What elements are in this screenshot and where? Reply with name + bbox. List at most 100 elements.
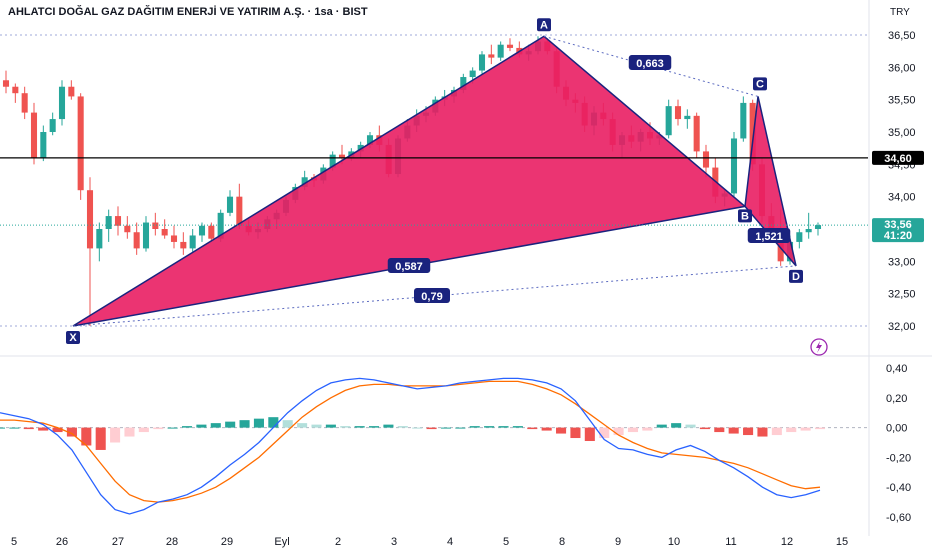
candle-body	[506, 44, 514, 48]
candle-body	[301, 177, 308, 187]
macd-histogram-bar	[210, 423, 221, 428]
macd-histogram-bar	[153, 427, 164, 430]
macd-histogram-bar	[167, 427, 178, 429]
candle-body	[152, 222, 159, 229]
macd-histogram-bar	[9, 427, 20, 429]
macd-histogram-bar	[800, 427, 811, 431]
ratio-pill-bg	[414, 288, 450, 303]
point-badge-label: C	[756, 78, 764, 90]
ratio-pill-label: 0,663	[636, 58, 664, 70]
candle-body	[217, 212, 224, 239]
macd-histogram-bar	[498, 426, 509, 428]
ratio-ac: 0,663	[628, 55, 672, 70]
candle-body	[674, 106, 682, 120]
macd-histogram-bar	[671, 423, 682, 428]
macd-histogram-bar	[66, 427, 77, 437]
macd-histogram-bar	[613, 427, 624, 436]
point-badge-bg	[66, 331, 80, 344]
time-axis-tick: Eyl	[274, 536, 289, 548]
candle-body	[460, 77, 467, 90]
candle-body	[77, 96, 84, 191]
macd-axis-tick: -0,40	[886, 482, 911, 494]
level-badge-bg	[872, 150, 924, 165]
candle-body	[142, 222, 150, 249]
candle-body	[30, 112, 38, 158]
macd-histogram-bar	[527, 427, 538, 430]
macd-histogram-bar	[814, 427, 826, 430]
macd-histogram-bar	[541, 427, 552, 431]
macd-histogram-bar	[124, 427, 135, 437]
lightning-event-icon[interactable]	[810, 338, 828, 356]
macd-histogram-bar	[354, 426, 365, 428]
candle-body	[2, 80, 10, 87]
candle-body	[198, 225, 206, 236]
time-axis-tick: 3	[391, 536, 397, 548]
macd-histogram-bar	[714, 427, 725, 433]
candle-body	[236, 196, 243, 226]
candle-body	[357, 144, 364, 152]
level-badge-label: 34,60	[884, 153, 912, 165]
macd-histogram-bar	[52, 427, 63, 433]
macd-histogram-bar	[95, 427, 106, 450]
point-badge-bg	[753, 77, 767, 91]
macd-line	[0, 377, 821, 515]
harmonic-triangle-xab	[72, 35, 747, 327]
macd-histogram-bar	[239, 420, 250, 428]
macd-histogram-bar	[253, 418, 264, 428]
currency-label: TRY	[890, 7, 910, 18]
price-axis-tick: 36,50	[888, 30, 916, 42]
macd-histogram-bar	[340, 426, 351, 428]
candle-body	[86, 190, 94, 249]
point-c-badge[interactable]: C	[753, 77, 767, 91]
macd-histogram-bar	[81, 427, 92, 446]
point-badge-bg	[738, 209, 752, 223]
macd-histogram-bar	[311, 424, 322, 428]
macd-histogram-bar	[268, 417, 279, 428]
time-axis-tick: 5	[503, 536, 509, 548]
macd-histogram-bar	[412, 427, 423, 429]
price-axis-tick: 32,50	[888, 289, 916, 301]
point-badge-bg	[789, 269, 803, 283]
ratio-pill-label: 1,521	[755, 231, 783, 243]
price-axis-tick: 36,00	[888, 62, 916, 74]
point-b-badge[interactable]: B	[738, 209, 752, 223]
point-x-badge[interactable]: X	[66, 331, 80, 344]
macd-histogram-bar	[0, 427, 6, 429]
time-axis[interactable]: 5 26 27 28 29 Eyl 2 3 4 5 8 9 10 11 12 15	[11, 536, 848, 548]
price-axis-tick: 35,50	[888, 95, 916, 107]
candle-body	[488, 54, 495, 58]
candle-body	[740, 102, 747, 139]
macd-histogram-bar	[23, 427, 34, 430]
point-a-badge[interactable]: A	[537, 18, 551, 32]
macd-histogram-bar	[325, 424, 336, 428]
candle-body	[366, 135, 374, 145]
candle-body	[96, 229, 103, 249]
macd-histogram-bar	[656, 424, 667, 428]
macd-histogram-bar	[728, 427, 739, 434]
lightning-glyph	[816, 341, 822, 353]
macd-axis-tick: 0,40	[886, 363, 907, 375]
candle-body	[338, 154, 346, 158]
candle-body	[170, 235, 178, 242]
chart-title: AHLATCI DOĞAL GAZ DAĞITIM ENERJİ VE YATI…	[8, 6, 368, 18]
ratio-pill-bg	[747, 228, 791, 243]
candle-body	[124, 225, 131, 233]
candle-body	[749, 102, 756, 165]
macd-histogram-bar	[455, 427, 466, 429]
macd-histogram-bar	[757, 427, 768, 437]
time-axis-tick: 4	[447, 536, 453, 548]
candle-body	[702, 151, 710, 168]
macd-histogram-bar	[771, 427, 782, 436]
point-d-badge[interactable]: D	[789, 269, 803, 283]
macd-histogram-bar	[38, 427, 49, 431]
macd-axis-tick: -0,60	[886, 512, 911, 524]
macd-histogram-bar	[570, 427, 581, 439]
candle-body	[805, 229, 812, 233]
price-panel[interactable]: 36,5036,0035,5035,0034,5034,0033,5033,00…	[0, 0, 932, 536]
candle-body	[133, 232, 140, 249]
macd-panel[interactable]: 0,40 0,20 0,00 -0,20 -0,40 -0,60	[0, 363, 911, 524]
price-axis-tick: 33,00	[888, 256, 916, 268]
price-axis-tick: 32,00	[888, 321, 916, 333]
macd-histogram-bar	[110, 427, 121, 443]
